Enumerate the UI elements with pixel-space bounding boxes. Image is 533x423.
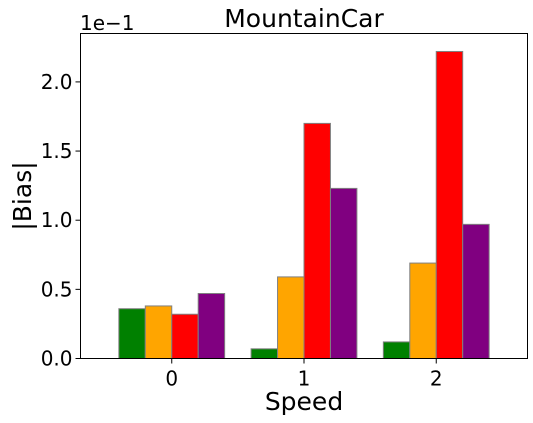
y-tick-label: 1.5 xyxy=(41,139,73,163)
x-axis-ticks: 0 1 2 xyxy=(165,358,443,391)
y-tick-label: 2.0 xyxy=(41,70,73,94)
x-tick-label: 1 xyxy=(298,367,311,391)
bar-series-1-speed-0 xyxy=(118,308,146,360)
bar-series-2-speed-1 xyxy=(277,276,305,360)
plot-frame xyxy=(80,33,528,359)
y-tick-label: 0.0 xyxy=(41,347,73,371)
bar-series-1-speed-1 xyxy=(250,348,279,360)
bar-series-4-speed-2 xyxy=(462,223,490,359)
y-tick-label: 1.0 xyxy=(41,208,73,232)
bar-series-1-speed-2 xyxy=(382,341,411,360)
offset-text: 1e−1 xyxy=(80,11,135,35)
bar-series-3-speed-2 xyxy=(435,50,464,359)
bar-series-2-speed-0 xyxy=(144,305,173,359)
bar-series-3-speed-0 xyxy=(171,313,199,360)
y-axis-label: |Bias| xyxy=(8,161,37,230)
bar-series-3-speed-1 xyxy=(303,122,331,359)
bar-series-4-speed-0 xyxy=(197,293,226,359)
y-tick-label: 0.5 xyxy=(41,277,73,301)
x-tick-label: 0 xyxy=(165,367,178,391)
bars-group xyxy=(118,50,490,360)
bar-series-2-speed-2 xyxy=(409,262,437,359)
bar-series-4-speed-1 xyxy=(329,187,358,359)
chart-title: MountainCar xyxy=(224,4,384,33)
x-tick-label: 2 xyxy=(430,367,443,391)
y-axis-ticks: 0.0 0.5 1.0 1.5 2.0 xyxy=(41,70,81,371)
x-axis-label: Speed xyxy=(265,387,343,416)
